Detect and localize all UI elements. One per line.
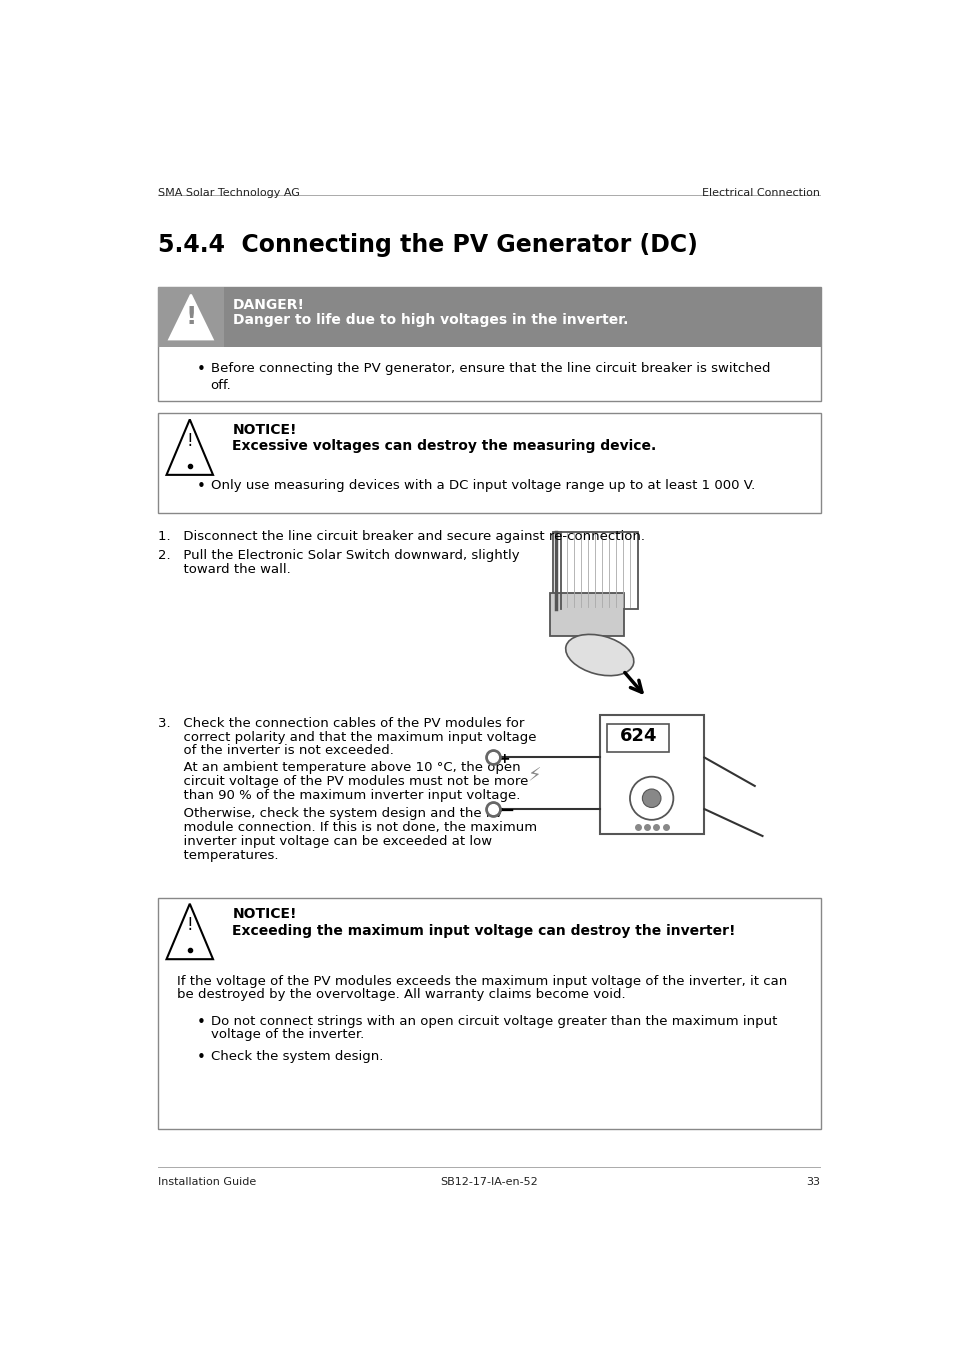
FancyBboxPatch shape bbox=[158, 414, 820, 514]
Text: Danger to life due to high voltages in the inverter.: Danger to life due to high voltages in t… bbox=[233, 314, 628, 327]
Ellipse shape bbox=[565, 634, 633, 676]
Text: Excessive voltages can destroy the measuring device.: Excessive voltages can destroy the measu… bbox=[233, 439, 656, 453]
Polygon shape bbox=[167, 419, 213, 475]
Text: −: − bbox=[498, 802, 515, 821]
FancyBboxPatch shape bbox=[607, 725, 669, 752]
Text: than 90 % of the maximum inverter input voltage.: than 90 % of the maximum inverter input … bbox=[158, 790, 519, 802]
Text: SB12-17-IA-en-52: SB12-17-IA-en-52 bbox=[439, 1178, 537, 1187]
Text: DANGER!: DANGER! bbox=[233, 297, 305, 312]
Text: 624: 624 bbox=[619, 727, 657, 745]
Text: +: + bbox=[498, 752, 510, 767]
Circle shape bbox=[641, 790, 660, 807]
Text: ⚡: ⚡ bbox=[526, 767, 540, 786]
Text: Check the system design.: Check the system design. bbox=[211, 1051, 383, 1063]
FancyBboxPatch shape bbox=[158, 287, 224, 347]
Text: •: • bbox=[196, 1051, 206, 1065]
Text: inverter input voltage can be exceeded at low: inverter input voltage can be exceeded a… bbox=[158, 836, 492, 848]
Text: •: • bbox=[196, 480, 206, 495]
Text: toward the wall.: toward the wall. bbox=[158, 562, 291, 576]
FancyBboxPatch shape bbox=[550, 594, 623, 635]
Text: Exceeding the maximum input voltage can destroy the inverter!: Exceeding the maximum input voltage can … bbox=[233, 923, 735, 938]
Text: •: • bbox=[196, 1014, 206, 1030]
FancyBboxPatch shape bbox=[599, 715, 703, 834]
Text: !: ! bbox=[186, 431, 193, 450]
Text: Only use measuring devices with a DC input voltage range up to at least 1 000 V.: Only use measuring devices with a DC inp… bbox=[211, 480, 754, 492]
Text: circuit voltage of the PV modules must not be more: circuit voltage of the PV modules must n… bbox=[158, 775, 528, 788]
Text: of the inverter is not exceeded.: of the inverter is not exceeded. bbox=[158, 745, 394, 757]
Text: !: ! bbox=[186, 917, 193, 934]
Text: 33: 33 bbox=[805, 1178, 819, 1187]
Text: Before connecting the PV generator, ensure that the line circuit breaker is swit: Before connecting the PV generator, ensu… bbox=[211, 362, 769, 392]
Text: 2.   Pull the Electronic Solar Switch downward, slightly: 2. Pull the Electronic Solar Switch down… bbox=[158, 549, 519, 562]
Text: NOTICE!: NOTICE! bbox=[233, 423, 296, 437]
Polygon shape bbox=[167, 903, 213, 959]
Text: Electrical Connection: Electrical Connection bbox=[701, 188, 819, 197]
Text: correct polarity and that the maximum input voltage: correct polarity and that the maximum in… bbox=[158, 730, 536, 744]
Text: !: ! bbox=[185, 306, 196, 330]
Text: Installation Guide: Installation Guide bbox=[158, 1178, 256, 1187]
FancyBboxPatch shape bbox=[158, 287, 820, 402]
Text: Otherwise, check the system design and the PV: Otherwise, check the system design and t… bbox=[158, 807, 502, 821]
FancyBboxPatch shape bbox=[553, 531, 638, 608]
FancyBboxPatch shape bbox=[158, 898, 820, 1129]
Text: •: • bbox=[196, 362, 206, 377]
Text: If the voltage of the PV modules exceeds the maximum input voltage of the invert: If the voltage of the PV modules exceeds… bbox=[177, 975, 787, 987]
Text: NOTICE!: NOTICE! bbox=[233, 907, 296, 921]
Text: module connection. If this is not done, the maximum: module connection. If this is not done, … bbox=[158, 822, 537, 834]
Circle shape bbox=[629, 776, 673, 819]
Text: 5.4.4  Connecting the PV Generator (DC): 5.4.4 Connecting the PV Generator (DC) bbox=[158, 233, 698, 257]
Text: 3.   Check the connection cables of the PV modules for: 3. Check the connection cables of the PV… bbox=[158, 717, 524, 730]
Text: be destroyed by the overvoltage. All warranty claims become void.: be destroyed by the overvoltage. All war… bbox=[177, 988, 625, 1002]
Text: Do not connect strings with an open circuit voltage greater than the maximum inp: Do not connect strings with an open circ… bbox=[211, 1014, 777, 1028]
FancyBboxPatch shape bbox=[158, 287, 820, 347]
Text: voltage of the inverter.: voltage of the inverter. bbox=[211, 1029, 363, 1041]
Text: 1.   Disconnect the line circuit breaker and secure against re-connection.: 1. Disconnect the line circuit breaker a… bbox=[158, 530, 644, 544]
Polygon shape bbox=[169, 295, 213, 339]
Text: temperatures.: temperatures. bbox=[158, 849, 278, 863]
Text: SMA Solar Technology AG: SMA Solar Technology AG bbox=[158, 188, 299, 197]
Text: At an ambient temperature above 10 °C, the open: At an ambient temperature above 10 °C, t… bbox=[158, 761, 520, 775]
